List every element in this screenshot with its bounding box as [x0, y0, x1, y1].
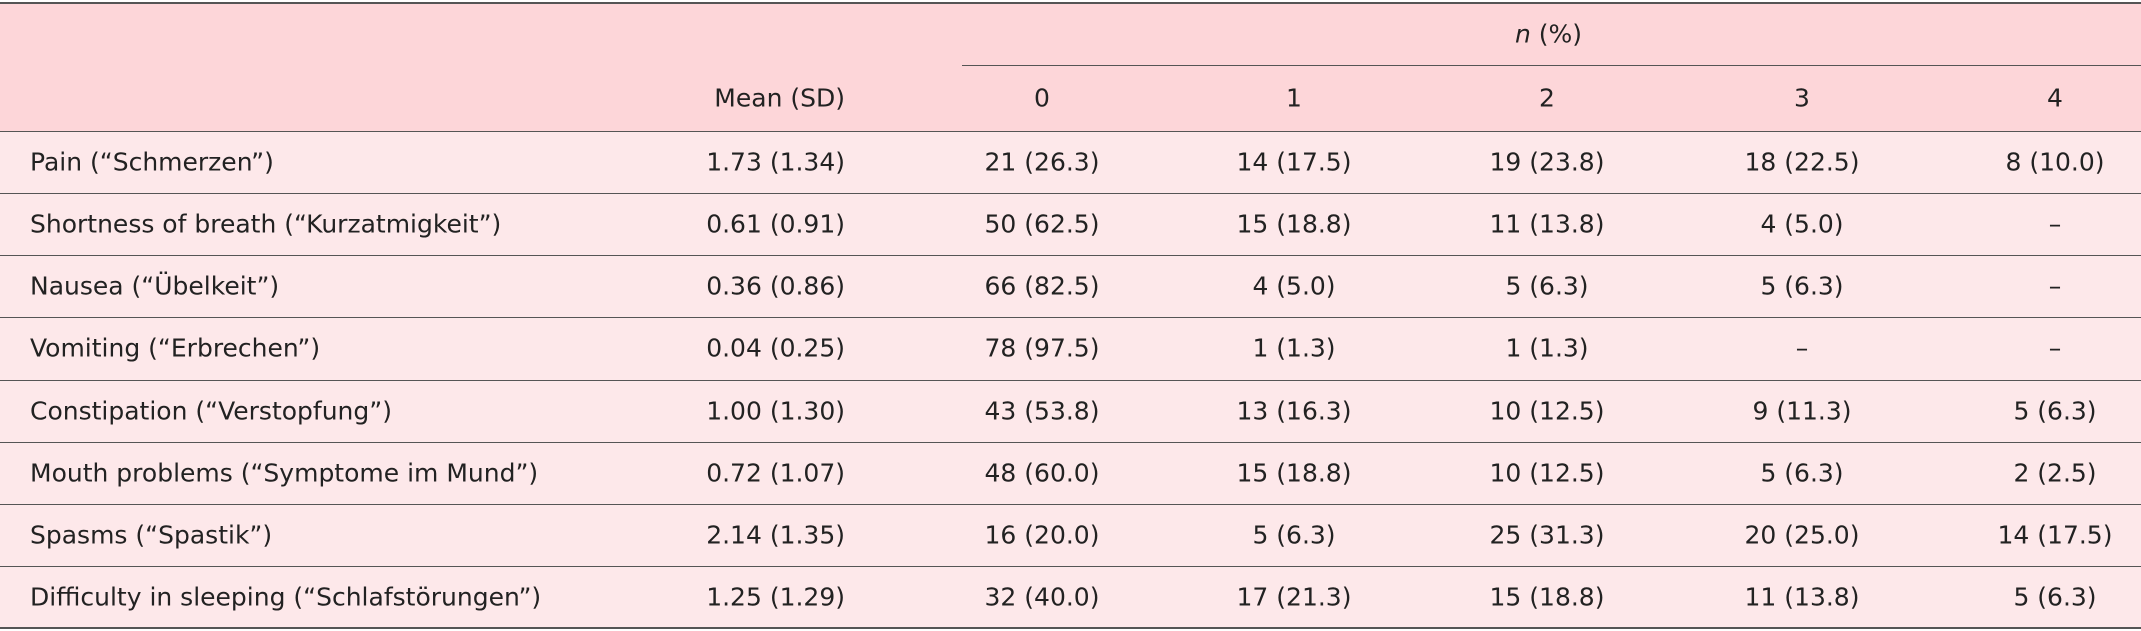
- row-label: Shortness of breath (“Kurzatmigkeit”): [30, 209, 502, 239]
- cell-value: 4 (5.0): [1252, 271, 1336, 301]
- rule: [0, 379, 2141, 381]
- cell-value: 0.72 (1.07): [706, 458, 845, 488]
- cell-value: 16 (20.0): [984, 520, 1100, 550]
- cell-value: 20 (25.0): [1744, 520, 1860, 550]
- cell-value: 19 (23.8): [1489, 147, 1605, 177]
- cell-value: 0.04 (0.25): [706, 333, 845, 363]
- row-band: [0, 255, 2141, 318]
- cell-value: 1 (1.3): [1505, 333, 1589, 363]
- cell-value: 5 (6.3): [1252, 520, 1336, 550]
- cell-value: 5 (6.3): [1760, 271, 1844, 301]
- cell-value: –: [1795, 333, 1809, 363]
- cell-value: 0.61 (0.91): [706, 209, 845, 239]
- cell-value: 18 (22.5): [1744, 147, 1860, 177]
- column-header: 2: [1539, 83, 1555, 113]
- cell-value: 5 (6.3): [1760, 458, 1844, 488]
- cell-value: 66 (82.5): [984, 271, 1100, 301]
- n-symbol: n: [1514, 19, 1531, 49]
- row-band: [0, 193, 2141, 256]
- rule: [0, 131, 2141, 132]
- column-header: 4: [2047, 83, 2063, 113]
- rule: [0, 2, 2141, 4]
- cell-value: 21 (26.3): [984, 147, 1100, 177]
- row-band: [0, 441, 2141, 504]
- rule: [0, 627, 2141, 629]
- cell-value: 78 (97.5): [984, 333, 1100, 363]
- row-band: [0, 503, 2141, 566]
- cell-value: 43 (53.8): [984, 396, 1100, 426]
- row-label: Mouth problems (“Symptome im Mund”): [30, 458, 539, 488]
- cell-value: 10 (12.5): [1489, 458, 1605, 488]
- cell-value: 1 (1.3): [1252, 333, 1336, 363]
- cell-value: 32 (40.0): [984, 582, 1100, 612]
- rule: [0, 193, 2141, 195]
- row-band: [0, 565, 2141, 628]
- cell-value: 14 (17.5): [1236, 147, 1352, 177]
- rule: [962, 65, 2141, 66]
- cell-value: 11 (13.8): [1744, 582, 1860, 612]
- column-header: 3: [1794, 83, 1810, 113]
- cell-value: 10 (12.5): [1489, 396, 1605, 426]
- row-label: Difficulty in sleeping (“Schlafstörungen…: [30, 582, 542, 612]
- cell-value: 14 (17.5): [1997, 520, 2113, 550]
- cell-value: 5 (6.3): [2013, 396, 2097, 426]
- cell-value: –: [2048, 333, 2062, 363]
- cell-value: 5 (6.3): [2013, 582, 2097, 612]
- n-suffix: (%): [1538, 19, 1583, 49]
- rule: [0, 565, 2141, 567]
- header-band: [0, 3, 2141, 131]
- row-label: Constipation (“Verstopfung”): [30, 396, 392, 426]
- cell-value: 2.14 (1.35): [706, 520, 845, 550]
- cell-value: 1.00 (1.30): [706, 396, 845, 426]
- cell-value: 15 (18.8): [1236, 458, 1352, 488]
- n-header: n (%): [1515, 20, 1582, 49]
- cell-value: 11 (13.8): [1489, 209, 1605, 239]
- cell-value: 13 (16.3): [1236, 396, 1352, 426]
- row-band: [0, 379, 2141, 442]
- cell-value: 25 (31.3): [1489, 520, 1605, 550]
- cell-value: –: [2048, 209, 2062, 239]
- cell-value: 15 (18.8): [1489, 582, 1605, 612]
- column-header: Mean (SD): [714, 83, 845, 113]
- column-header: 1: [1286, 83, 1302, 113]
- cell-value: 5 (6.3): [1505, 271, 1589, 301]
- cell-value: 0.36 (0.86): [706, 271, 845, 301]
- row-label: Pain (“Schmerzen”): [30, 147, 274, 177]
- rule: [0, 255, 2141, 257]
- cell-value: 48 (60.0): [984, 458, 1100, 488]
- cell-value: 17 (21.3): [1236, 582, 1352, 612]
- row-label: Spasms (“Spastik”): [30, 520, 273, 550]
- column-header: 0: [1034, 83, 1050, 113]
- cell-value: 1.25 (1.29): [706, 582, 845, 612]
- cell-value: –: [2048, 271, 2062, 301]
- row-label: Vomiting (“Erbrechen”): [30, 333, 321, 363]
- cell-value: 15 (18.8): [1236, 209, 1352, 239]
- cell-value: 1.73 (1.34): [706, 147, 845, 177]
- row-band: [0, 317, 2141, 380]
- cell-value: 4 (5.0): [1760, 209, 1844, 239]
- cell-value: 2 (2.5): [2013, 458, 2097, 488]
- cell-value: 9 (11.3): [1752, 396, 1852, 426]
- rule: [0, 441, 2141, 443]
- row-band: [0, 131, 2141, 194]
- row-label: Nausea (“Übelkeit”): [30, 271, 280, 301]
- cell-value: 8 (10.0): [2005, 147, 2105, 177]
- rule: [0, 503, 2141, 505]
- rule: [0, 317, 2141, 319]
- cell-value: 50 (62.5): [984, 209, 1100, 239]
